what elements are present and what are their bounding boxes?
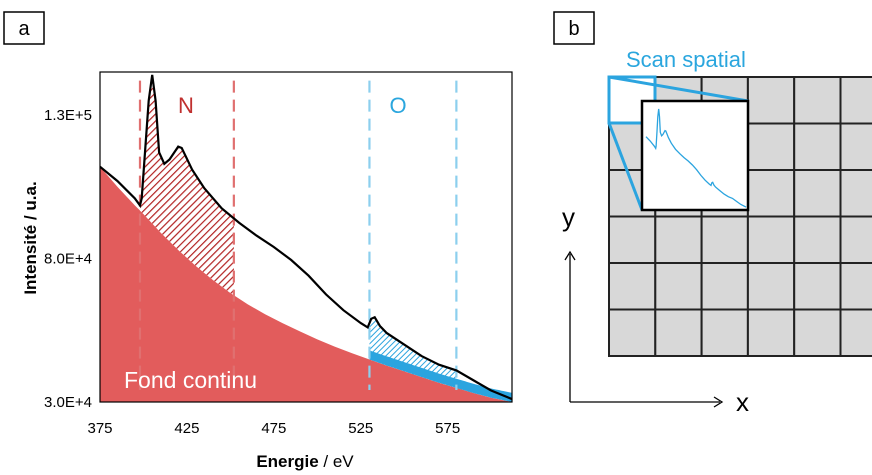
grid-cell <box>793 169 842 218</box>
o-edge-hatched-area <box>369 317 457 388</box>
zoom-line-top <box>608 75 749 103</box>
inset-spectrum <box>645 108 747 208</box>
grid-cell <box>654 215 703 264</box>
background-label: Fond continu <box>124 367 257 393</box>
y-tick-label: 3.0E+4 <box>44 394 92 411</box>
eels-spectrum-plot <box>100 74 512 402</box>
grid-cell <box>839 76 872 125</box>
panel-b: b Scan spatial x y <box>553 11 872 417</box>
x-axis-title-bold: Energie <box>256 452 318 471</box>
zoom-line-bottom <box>607 122 644 211</box>
x-tick-label: 575 <box>435 420 460 437</box>
o-edge-solid-band <box>369 350 512 402</box>
x-axis-label: x <box>736 387 749 417</box>
y-arrow-head <box>564 250 576 261</box>
panel-b-label-box <box>553 11 595 45</box>
y-axis-label: y <box>562 202 575 232</box>
n-edge-hatched-area <box>140 74 234 296</box>
inset-box <box>640 99 750 212</box>
o-region-label: O <box>389 93 406 118</box>
grid-cell <box>793 122 842 171</box>
grid-cell <box>608 308 657 357</box>
grid-cell <box>654 262 703 311</box>
x-arrow-head <box>713 396 724 408</box>
grid-cell <box>608 262 657 311</box>
panel-a-label-box <box>3 11 45 45</box>
grid-cell <box>746 169 796 218</box>
x-tick-labels: 375 425 475 525 575 <box>87 420 460 437</box>
grid-cell <box>793 215 842 264</box>
y-tick-label: 8.0E+4 <box>44 251 92 268</box>
grid-cell <box>839 169 872 218</box>
x-tick-label: 425 <box>174 420 199 437</box>
n-region-label: N <box>178 93 194 118</box>
grid-cell <box>746 122 796 171</box>
y-tick-labels: 3.0E+4 8.0E+4 1.3E+5 <box>44 107 92 411</box>
grid-cell <box>654 308 703 357</box>
grid-cell <box>793 308 842 357</box>
panel-a-label: a <box>18 18 30 40</box>
x-tick-label: 475 <box>261 420 286 437</box>
grid-cell <box>746 215 796 264</box>
panel-b-label: b <box>568 18 579 40</box>
grid-cell <box>793 76 842 125</box>
background-area <box>100 166 512 402</box>
grid-cell <box>746 262 796 311</box>
plot-frame <box>99 71 513 403</box>
x-axis-title-unit: / eV <box>319 452 355 471</box>
y-axis-title: Intensité / u.a. <box>21 181 40 294</box>
grid-cell <box>700 262 749 311</box>
grid-cell <box>793 262 842 311</box>
x-tick-label: 525 <box>348 420 373 437</box>
scan-title: Scan spatial <box>626 47 746 72</box>
grid-cell <box>746 308 796 357</box>
grid-cell <box>839 262 872 311</box>
x-axis-title: Energie / eV <box>256 452 354 471</box>
y-tick-label: 1.3E+5 <box>44 107 92 124</box>
spectrum-line <box>100 74 512 401</box>
grid-cell <box>700 215 749 264</box>
x-tick-label: 375 <box>87 420 112 437</box>
panel-a: a 375 425 475 525 575 3.0E+4 8.0E+4 1.3E+5 N O… <box>3 11 513 471</box>
grid-cell <box>839 215 872 264</box>
grid-cell <box>839 308 872 357</box>
grid-cell <box>608 215 657 264</box>
grid-cell <box>700 308 749 357</box>
grid-cell <box>746 76 796 125</box>
grid-cell <box>839 122 872 171</box>
